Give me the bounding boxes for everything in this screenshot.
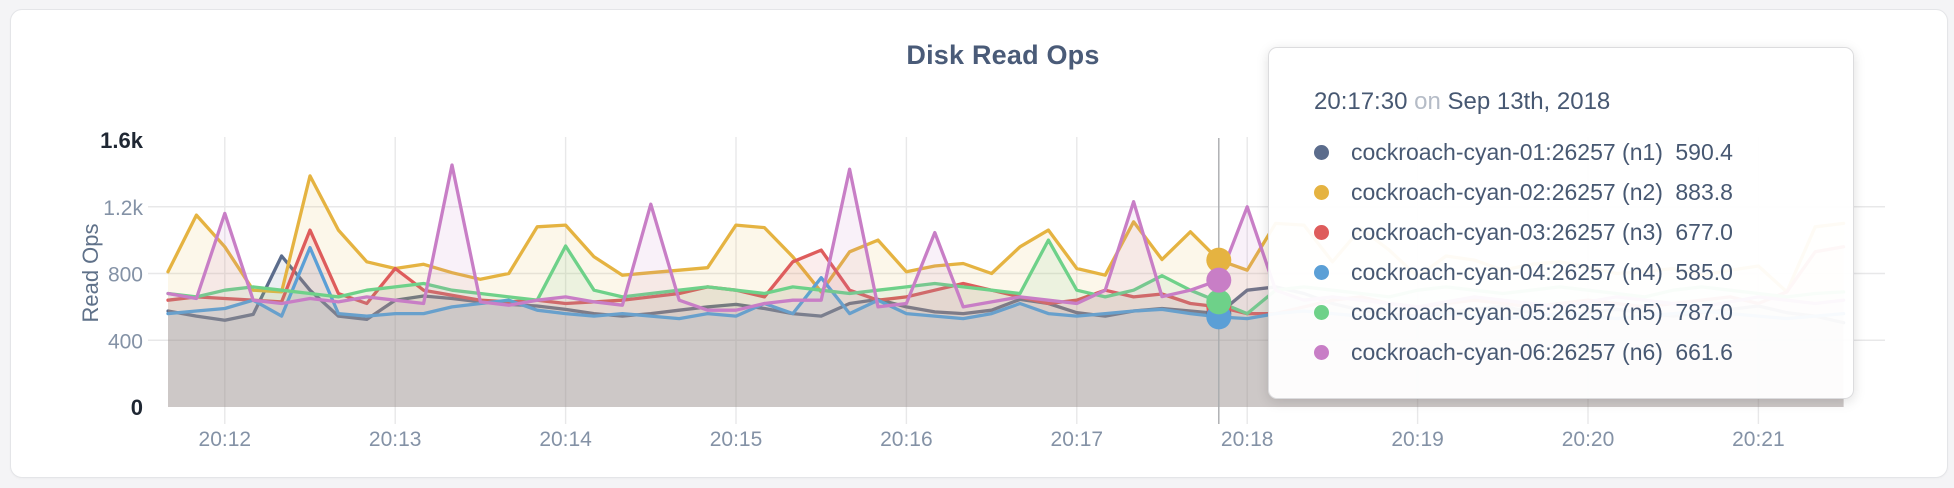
x-tick-label: 20:17 [1051,428,1104,451]
x-tick-label: 20:20 [1562,428,1615,451]
tooltip-title: 20:17:30 on Sep 13th, 2018 [1314,88,1808,116]
hover-point-n6 [1206,267,1232,293]
x-tick-label: 20:16 [880,428,933,451]
series-color-dot-icon [1314,184,1329,200]
x-tick-label: 20:13 [369,428,422,451]
x-tick-label: 20:18 [1221,428,1274,451]
tooltip-date: Sep 13th, 2018 [1447,88,1611,115]
x-tick-label: 20:15 [710,428,763,451]
series-name: cockroach-cyan-05:26257 (n5) [1351,298,1663,325]
series-value: 590.4 [1675,138,1733,165]
series-value: 787.0 [1675,298,1733,325]
tooltip-preposition: on [1414,88,1441,115]
hover-point-n2 [1206,247,1232,273]
x-tick-label: 20:12 [199,428,252,451]
tooltip-row: cockroach-cyan-06:26257 (n6) 661.6 [1314,332,1808,372]
y-tick-label: 800 [108,264,143,287]
tooltip-row: cockroach-cyan-02:26257 (n2) 883.8 [1314,172,1808,212]
x-tick-label: 20:14 [539,428,592,451]
tooltip-row: cockroach-cyan-04:26257 (n4) 585.0 [1314,252,1808,292]
y-tick-label: 400 [108,330,143,353]
x-tick-label: 20:19 [1391,428,1444,451]
y-tick-label: 1.2k [103,197,143,220]
series-value: 677.0 [1675,218,1733,245]
chart-title: Disk Read Ops [906,40,1100,70]
series-name: cockroach-cyan-04:26257 (n4) [1351,258,1663,285]
series-color-dot-icon [1314,304,1329,320]
series-color-dot-icon [1314,264,1329,280]
series-name: cockroach-cyan-03:26257 (n3) [1351,218,1663,245]
series-value: 661.6 [1675,338,1733,365]
x-tick-label: 20:21 [1732,428,1785,451]
series-color-dot-icon [1314,224,1329,240]
series-color-dot-icon [1314,344,1329,360]
tooltip-row: cockroach-cyan-01:26257 (n1) 590.4 [1314,132,1808,172]
y-tick-label: 0 [131,395,143,420]
tooltip-rows: cockroach-cyan-01:26257 (n1) 590.4 cockroa… [1314,132,1808,372]
series-name: cockroach-cyan-02:26257 (n2) [1351,178,1663,205]
series-name: cockroach-cyan-01:26257 (n1) [1351,138,1663,165]
tooltip-row: cockroach-cyan-05:26257 (n5) 787.0 [1314,292,1808,332]
series-name: cockroach-cyan-06:26257 (n6) [1351,338,1663,365]
hover-point-n5 [1206,289,1232,315]
tooltip-time: 20:17:30 [1314,88,1408,115]
series-color-dot-icon [1314,144,1329,160]
y-tick-label: 1.6k [100,128,144,153]
chart-tooltip: 20:17:30 on Sep 13th, 2018 cockroach-cya… [1268,47,1854,399]
tooltip-row: cockroach-cyan-03:26257 (n3) 677.0 [1314,212,1808,252]
series-value: 585.0 [1675,258,1733,285]
series-value: 883.8 [1675,178,1733,205]
